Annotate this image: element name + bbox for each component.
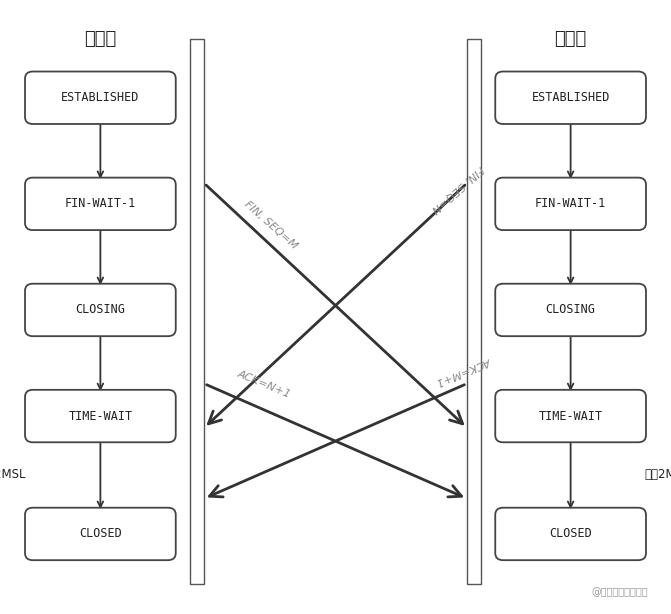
Text: ESTABLISHED: ESTABLISHED — [61, 91, 140, 104]
FancyBboxPatch shape — [25, 508, 176, 560]
Text: TIME-WAIT: TIME-WAIT — [539, 410, 603, 422]
FancyBboxPatch shape — [495, 508, 646, 560]
Text: 等待2MSL: 等待2MSL — [0, 468, 26, 481]
FancyBboxPatch shape — [495, 71, 646, 124]
FancyBboxPatch shape — [25, 390, 176, 442]
FancyBboxPatch shape — [25, 177, 176, 230]
FancyBboxPatch shape — [495, 390, 646, 442]
Text: CLOSED: CLOSED — [550, 527, 592, 540]
FancyBboxPatch shape — [495, 177, 646, 230]
Text: CLOSING: CLOSING — [75, 303, 125, 316]
Text: @稀土掘金技术社区: @稀土掘金技术社区 — [591, 587, 648, 597]
Text: FIN-WAIT-1: FIN-WAIT-1 — [535, 197, 606, 211]
Text: CLOSING: CLOSING — [546, 303, 596, 316]
FancyBboxPatch shape — [25, 71, 176, 124]
Text: ACK=M+1: ACK=M+1 — [435, 356, 493, 387]
Bar — [190, 39, 204, 584]
Text: ESTABLISHED: ESTABLISHED — [531, 91, 610, 104]
Text: FIN-WAIT-1: FIN-WAIT-1 — [65, 197, 136, 211]
Text: FIN, SEQ=N: FIN, SEQ=N — [429, 163, 484, 214]
Text: ACK=N+1: ACK=N+1 — [236, 368, 292, 400]
Text: 客户端: 客户端 — [85, 30, 117, 48]
Bar — [467, 39, 481, 584]
FancyBboxPatch shape — [25, 284, 176, 336]
Text: TIME-WAIT: TIME-WAIT — [68, 410, 132, 422]
Text: CLOSED: CLOSED — [79, 527, 121, 540]
Text: 服务端: 服务端 — [554, 30, 586, 48]
FancyBboxPatch shape — [495, 284, 646, 336]
Text: FIN, SEQ=M: FIN, SEQ=M — [242, 200, 299, 251]
Text: 等待2MSL: 等待2MSL — [645, 468, 671, 481]
